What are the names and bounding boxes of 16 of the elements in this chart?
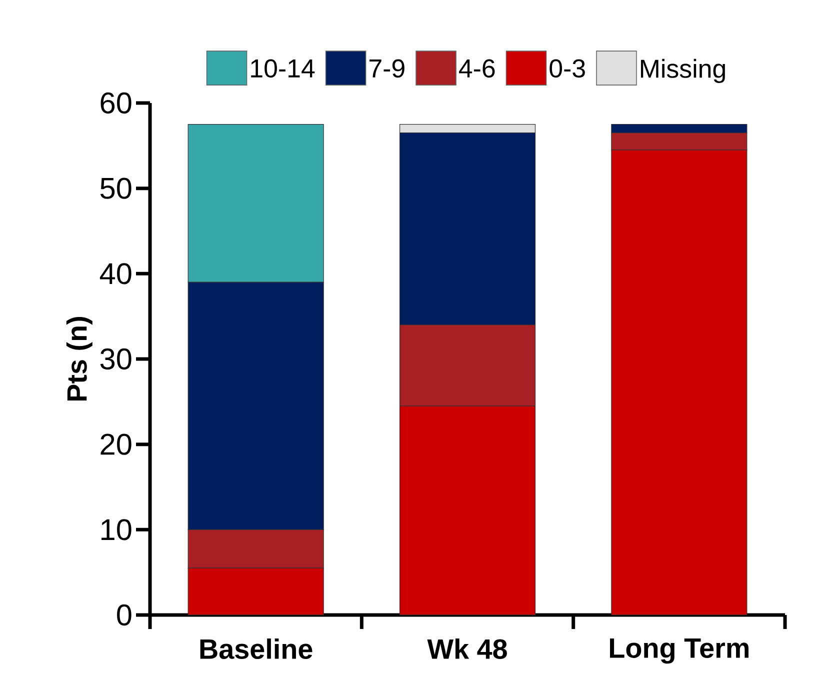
legend-label: 7-9: [370, 59, 404, 78]
x-tick-label: Wk 48: [427, 638, 507, 659]
legend-label: 4-6: [459, 59, 495, 78]
x-tick-label: Long Term: [610, 638, 748, 664]
y-tick-label: 30: [100, 348, 132, 370]
legend-label: 10-14: [251, 59, 315, 78]
y-tick-label: 60: [100, 92, 132, 114]
legend-label: Missing: [640, 58, 725, 84]
y-axis-title: Pts (n): [66, 317, 92, 401]
y-tick-label: 10: [102, 519, 132, 540]
legend-label: 0-3: [550, 59, 585, 78]
y-tick-label: 50: [100, 178, 132, 199]
y-tick-label: 20: [100, 434, 132, 455]
x-tick-label: Baseline: [200, 638, 312, 659]
y-tick-label: 40: [100, 263, 132, 284]
y-tick-label: 0: [117, 604, 132, 626]
